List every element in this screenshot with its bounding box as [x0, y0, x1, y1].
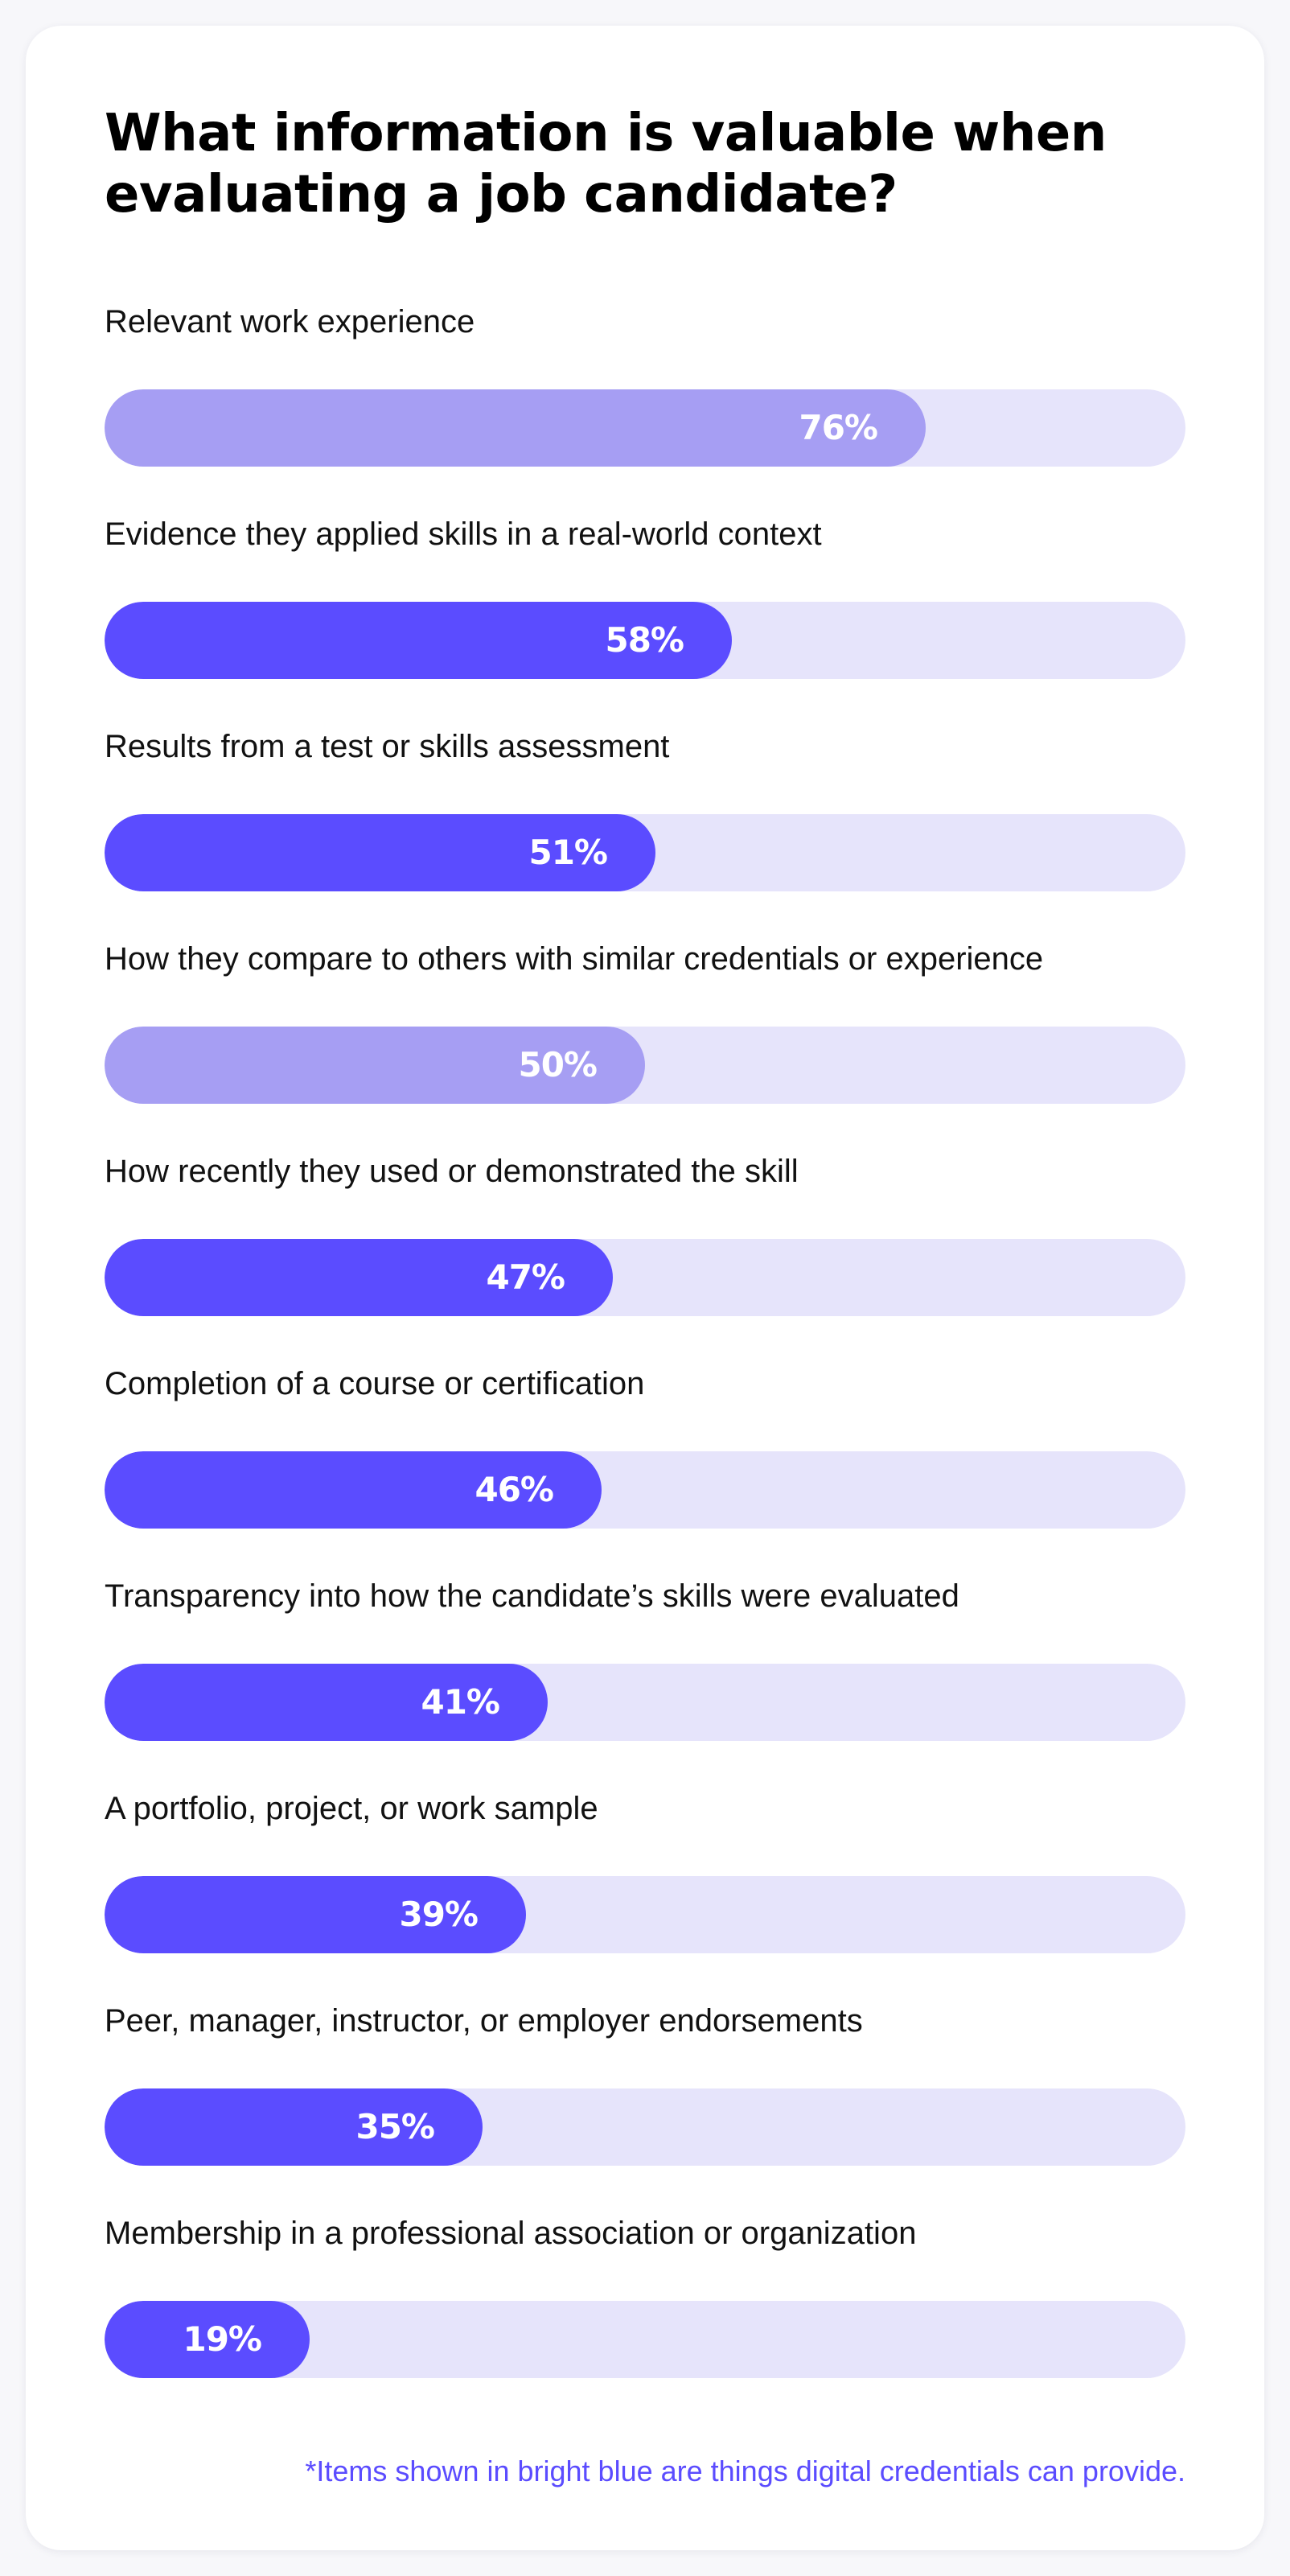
bar-fill: 51%	[105, 814, 655, 891]
bar-fill: 39%	[105, 1876, 526, 1953]
bar-track: 39%	[105, 1876, 1185, 1953]
bar-category-label: Transparency into how the candidate’s sk…	[105, 1578, 959, 1614]
bar-fill: 35%	[105, 2088, 483, 2166]
bar-category-label: Relevant work experience	[105, 304, 475, 339]
bar-track: 46%	[105, 1451, 1185, 1529]
chart-card: What information is valuable when evalua…	[26, 26, 1264, 2550]
bar-track: 19%	[105, 2301, 1185, 2378]
bar-value-label: 39%	[399, 1895, 479, 1934]
bar-row: Relevant work experience 76%	[105, 299, 1185, 512]
bar-value-label: 50%	[518, 1045, 598, 1084]
bar-category-label: How they compare to others with similar …	[105, 941, 1044, 977]
bar-row: Results from a test or skills assessment…	[105, 724, 1185, 936]
bar-value-label: 41%	[421, 1682, 500, 1722]
bar-track: 50%	[105, 1027, 1185, 1104]
footnote: *Items shown in bright blue are things d…	[305, 2455, 1185, 2488]
bar-value-label: 58%	[605, 620, 684, 660]
bar-category-label: Results from a test or skills assessment	[105, 729, 670, 764]
chart-title: What information is valuable when evalua…	[105, 104, 1107, 224]
bar-value-label: 47%	[486, 1257, 565, 1297]
bar-track: 51%	[105, 814, 1185, 891]
bar-category-label: A portfolio, project, or work sample	[105, 1791, 598, 1826]
bar-category-label: Completion of a course or certification	[105, 1366, 645, 1401]
bar-category-label: Peer, manager, instructor, or employer e…	[105, 2003, 863, 2039]
bar-value-label: 76%	[799, 408, 878, 447]
bar-track: 35%	[105, 2088, 1185, 2166]
bar-fill: 41%	[105, 1664, 548, 1741]
bar-track: 58%	[105, 602, 1185, 679]
bar-value-label: 51%	[528, 833, 608, 872]
bar-row: Evidence they applied skills in a real-w…	[105, 512, 1185, 724]
bar-value-label: 19%	[183, 2319, 262, 2359]
bar-fill: 58%	[105, 602, 732, 679]
bar-row: Membership in a professional association…	[105, 2211, 1185, 2423]
bar-track: 41%	[105, 1664, 1185, 1741]
bar-value-label: 46%	[475, 1470, 554, 1509]
bar-track: 47%	[105, 1239, 1185, 1316]
bar-fill: 19%	[105, 2301, 310, 2378]
bar-fill: 47%	[105, 1239, 613, 1316]
bar-row: Transparency into how the candidate’s sk…	[105, 1574, 1185, 1786]
bar-category-label: How recently they used or demonstrated t…	[105, 1154, 799, 1189]
bar-track: 76%	[105, 389, 1185, 467]
bar-row: How recently they used or demonstrated t…	[105, 1149, 1185, 1361]
bar-fill: 46%	[105, 1451, 602, 1529]
bar-value-label: 35%	[355, 2107, 435, 2146]
bar-list: Relevant work experience 76% Evidence they…	[105, 299, 1185, 2423]
bar-category-label: Evidence they applied skills in a real-w…	[105, 516, 822, 552]
bar-row: How they compare to others with similar …	[105, 936, 1185, 1149]
bar-fill: 76%	[105, 389, 926, 467]
bar-row: A portfolio, project, or work sample 39%	[105, 1786, 1185, 1998]
bar-fill: 50%	[105, 1027, 645, 1104]
bar-category-label: Membership in a professional association…	[105, 2216, 917, 2251]
bar-row: Peer, manager, instructor, or employer e…	[105, 1998, 1185, 2211]
bar-row: Completion of a course or certification 4…	[105, 1361, 1185, 1574]
